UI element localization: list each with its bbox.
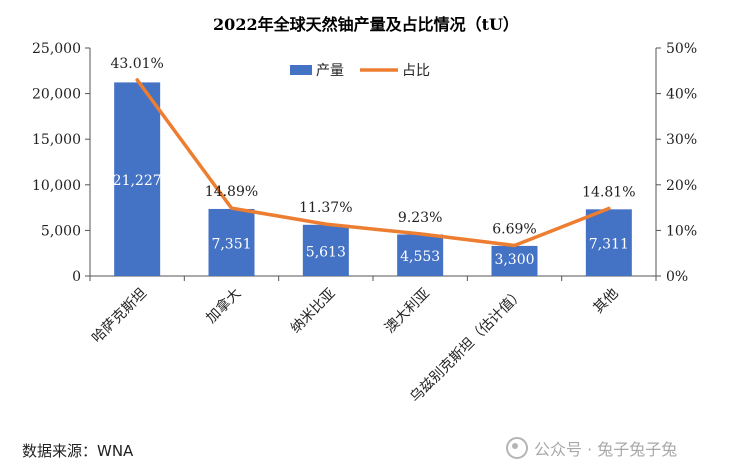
category-label: 其他 [591, 286, 622, 317]
bar-value-label: 4,553 [400, 249, 440, 265]
line-series [135, 78, 611, 248]
legend-bar-swatch [290, 65, 312, 75]
category-label: 纳米比亚 [288, 286, 339, 337]
line-value-label: 14.89% [205, 184, 258, 200]
bar-value-label: 5,613 [306, 244, 346, 260]
wechat-icon [506, 437, 528, 459]
right-tick-label: 0% [666, 269, 688, 285]
right-tick-label: 20% [666, 178, 697, 194]
line-point [607, 206, 611, 210]
watermark: 公众号 · 兔子兔子兔 [506, 436, 677, 460]
bar [302, 224, 349, 276]
bar [585, 209, 632, 276]
line-value-label: 6.69% [492, 221, 536, 237]
bar [114, 82, 161, 276]
line-value-label: 43.01% [110, 56, 163, 72]
category-label: 哈萨克斯坦 [89, 286, 150, 347]
legend-bar-label: 产量 [316, 63, 344, 79]
bar-value-label: 7,311 [589, 237, 629, 253]
line-point [230, 206, 233, 210]
line-value-label: 14.81% [582, 184, 635, 200]
watermark-text: 公众号 · 兔子兔子兔 [534, 440, 678, 459]
bar-series [114, 82, 632, 276]
bar [397, 234, 444, 276]
category-label: 澳大利亚 [382, 286, 433, 337]
right-tick-label: 10% [666, 223, 697, 239]
chart-title: 2022年全球天然铀产量及占比情况（tU） [213, 15, 519, 34]
left-tick-label: 0 [72, 269, 81, 285]
line-point [324, 222, 328, 226]
right-tick-label: 40% [666, 87, 697, 103]
source-note: 数据来源：WNA [22, 442, 134, 460]
left-tick-label: 15,000 [32, 132, 81, 148]
line-point [135, 78, 139, 82]
bar [491, 245, 538, 276]
line-point [513, 243, 516, 247]
category-label: 加拿大 [203, 285, 245, 327]
line-point [418, 232, 422, 236]
legend-line-label: 占比 [402, 63, 430, 79]
share-line [135, 78, 611, 248]
data-labels: 21,227 7,351 5,613 4,553 3,300 7,311 43.01% 14.… [110, 56, 635, 268]
legend: 产量 占比 [290, 63, 430, 79]
right-tick-label: 50% [666, 41, 697, 57]
bar [208, 208, 255, 276]
line-value-label: 11.37% [299, 200, 352, 216]
bar-value-label: 3,300 [494, 252, 534, 268]
left-tick-label: 10,000 [32, 178, 81, 194]
left-tick-label: 20,000 [32, 87, 81, 103]
left-tick-label: 25,000 [32, 41, 81, 57]
bar-value-label: 7,351 [211, 236, 251, 252]
right-tick-label: 30% [666, 132, 697, 148]
line-value-label: 9.23% [398, 210, 442, 226]
left-tick-label: 5,000 [41, 223, 81, 239]
bar-value-label: 21,227 [113, 173, 162, 189]
